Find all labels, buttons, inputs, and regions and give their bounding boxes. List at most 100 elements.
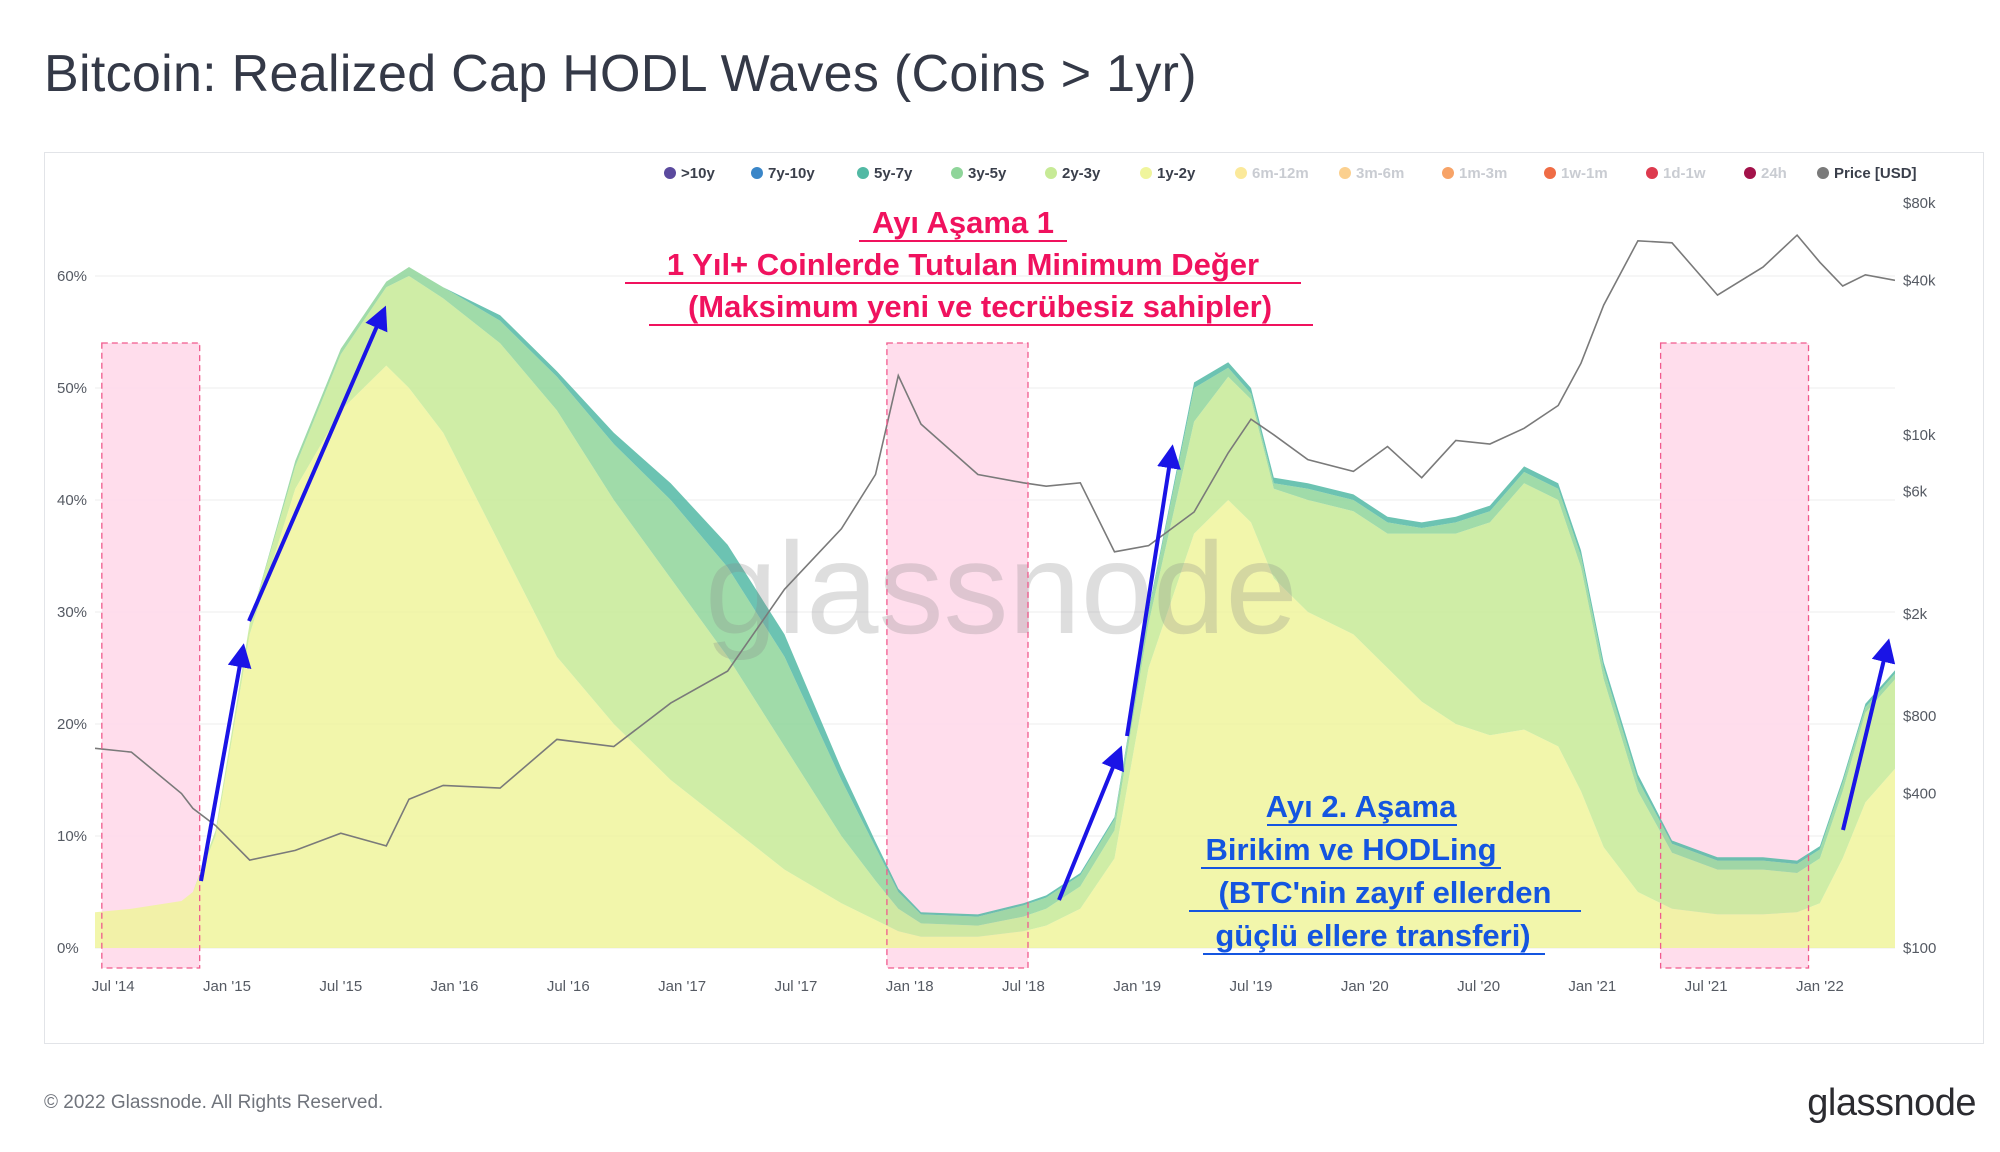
bear-phase-region — [101, 343, 200, 968]
area-3y-5y — [95, 267, 1895, 926]
legend-label: 7y-10y — [768, 165, 815, 182]
x-tick-label: Jan '18 — [886, 978, 934, 995]
x-tick-label: Jul '19 — [1230, 978, 1273, 995]
legend: >10y 7y-10y 5y-7y 3y-5y 2y-3y 1y-2y — [664, 165, 1917, 182]
legend-item-1y-2y[interactable]: 1y-2y — [1140, 165, 1196, 182]
annotation-top-line2: 1 Yıl+ Coinlerde Tutulan Minimum Değer — [667, 247, 1259, 282]
arrow-2015-upper — [247, 305, 388, 622]
legend-swatch — [1140, 167, 1152, 179]
y-axis-left: 0% 10% 20% 30% 40% 50% 60% — [57, 268, 87, 957]
x-tick-label: Jan '21 — [1568, 978, 1616, 995]
y-left-tick-label: 50% — [57, 380, 87, 397]
x-tick-label: Jul '14 — [92, 978, 135, 995]
legend-swatch — [1646, 167, 1658, 179]
legend-item-24h[interactable]: 24h — [1744, 165, 1787, 182]
bear-phase-region-border — [886, 342, 1029, 969]
legend-label: Price [USD] — [1834, 165, 1917, 182]
y-right-tick-label: $6k — [1903, 484, 1928, 501]
legend-label: 1w-1m — [1561, 165, 1608, 182]
annotation-bottom-line4: güçlü ellere transferi) — [1215, 918, 1530, 953]
legend-label: 3m-6m — [1356, 165, 1404, 182]
legend-label: 24h — [1761, 165, 1787, 182]
legend-swatch — [857, 167, 869, 179]
bear-phase-region — [886, 343, 1028, 968]
x-tick-label: Jan '19 — [1113, 978, 1161, 995]
annotation-top: Ayı Aşama 1 1 Yıl+ Coinlerde Tutulan Min… — [625, 205, 1313, 326]
area-2y-3y — [95, 276, 1895, 937]
legend-swatch — [1544, 167, 1556, 179]
y-left-tick-label: 10% — [57, 828, 87, 845]
watermark: glassnode — [705, 515, 1298, 661]
trend-arrows — [199, 305, 1896, 901]
x-tick-label: Jan '20 — [1341, 978, 1389, 995]
page-title: Bitcoin: Realized Cap HODL Waves (Coins … — [44, 45, 1197, 103]
annotation-bottom-line2: Birikim ve HODLing — [1205, 832, 1496, 867]
legend-item-price[interactable]: Price [USD] — [1817, 165, 1917, 182]
x-tick-label: Jan '15 — [203, 978, 251, 995]
legend-item-2y-3y[interactable]: 2y-3y — [1045, 165, 1101, 182]
y-left-tick-label: 30% — [57, 604, 87, 621]
bear-phase-region-border — [1659, 342, 1810, 969]
legend-label: >10y — [681, 165, 715, 182]
annotation-bottom-line1: Ayı 2. Aşama — [1266, 789, 1457, 824]
area-1y-2y — [95, 365, 1895, 949]
legend-label: 3y-5y — [968, 165, 1007, 182]
legend-label: 1m-3m — [1459, 165, 1507, 182]
x-tick-label: Jul '15 — [319, 978, 362, 995]
legend-item-6m-12m[interactable]: 6m-12m — [1235, 165, 1309, 182]
y-right-tick-label: $2k — [1903, 606, 1928, 623]
legend-item-3y-5y[interactable]: 3y-5y — [951, 165, 1007, 182]
arrow-2018-lower — [1057, 745, 1124, 901]
legend-item-3m-6m[interactable]: 3m-6m — [1339, 165, 1404, 182]
legend-item-7y-10y[interactable]: 7y-10y — [751, 165, 815, 182]
x-tick-label: Jul '18 — [1002, 978, 1045, 995]
annotation-bottom-line3: (BTC'nin zayıf ellerden — [1219, 875, 1552, 910]
hodl-waves-chart: glassnode 0% 10% 20% 30% 40% 50% 60% $10… — [57, 165, 1936, 995]
legend-swatch — [664, 167, 676, 179]
annotation-bottom: Ayı 2. Aşama Birikim ve HODLing (BTC'nin… — [1189, 789, 1581, 955]
legend-swatch — [1442, 167, 1454, 179]
annotation-top-line1: Ayı Aşama 1 — [872, 205, 1054, 240]
legend-item-1d-1w[interactable]: 1d-1w — [1646, 165, 1706, 182]
legend-swatch — [1339, 167, 1351, 179]
y-left-tick-label: 40% — [57, 492, 87, 509]
x-tick-label: Jul '17 — [774, 978, 817, 995]
arrow-2014-lower — [199, 643, 252, 882]
glassnode-logo: glassnode — [1807, 1082, 1976, 1124]
legend-label: 1y-2y — [1157, 165, 1196, 182]
legend-label: 6m-12m — [1252, 165, 1309, 182]
x-tick-label: Jul '20 — [1457, 978, 1500, 995]
legend-label: 1d-1w — [1663, 165, 1706, 182]
y-right-tick-label: $100 — [1903, 940, 1936, 957]
area-layer — [95, 267, 1895, 949]
legend-swatch — [751, 167, 763, 179]
x-tick-label: Jul '16 — [547, 978, 590, 995]
y-right-tick-label: $400 — [1903, 786, 1936, 803]
legend-swatch — [1045, 167, 1057, 179]
price-layer — [95, 233, 1895, 861]
x-axis: Jul '14 Jan '15 Jul '15 Jan '16 Jul '16 Jan '… — [92, 978, 1844, 995]
y-right-tick-label: $80k — [1903, 195, 1936, 212]
legend-swatch — [1235, 167, 1247, 179]
legend-label: 5y-7y — [874, 165, 913, 182]
legend-item-1w-1m[interactable]: 1w-1m — [1544, 165, 1608, 182]
y-right-tick-label: $10k — [1903, 427, 1936, 444]
bear-phase-region-border — [101, 342, 201, 969]
legend-item-gt10y[interactable]: >10y — [664, 165, 715, 182]
y-right-tick-label: $800 — [1903, 708, 1936, 725]
legend-swatch — [951, 167, 963, 179]
y-right-tick-label: $40k — [1903, 272, 1936, 289]
arrow-2019-upper — [1125, 444, 1181, 737]
annotation-top-line3: (Maksimum yeni ve tecrübesiz sahipler) — [688, 289, 1272, 324]
legend-swatch — [1744, 167, 1756, 179]
price-line — [95, 233, 1895, 861]
y-left-tick-label: 0% — [57, 940, 79, 957]
x-tick-label: Jan '22 — [1796, 978, 1844, 995]
shaded-region-borders — [101, 342, 1810, 969]
legend-item-5y-7y[interactable]: 5y-7y — [857, 165, 913, 182]
legend-item-1m-3m[interactable]: 1m-3m — [1442, 165, 1507, 182]
x-tick-label: Jan '17 — [658, 978, 706, 995]
y-left-tick-label: 60% — [57, 268, 87, 285]
arrow-2022 — [1841, 638, 1896, 831]
legend-label: 2y-3y — [1062, 165, 1101, 182]
